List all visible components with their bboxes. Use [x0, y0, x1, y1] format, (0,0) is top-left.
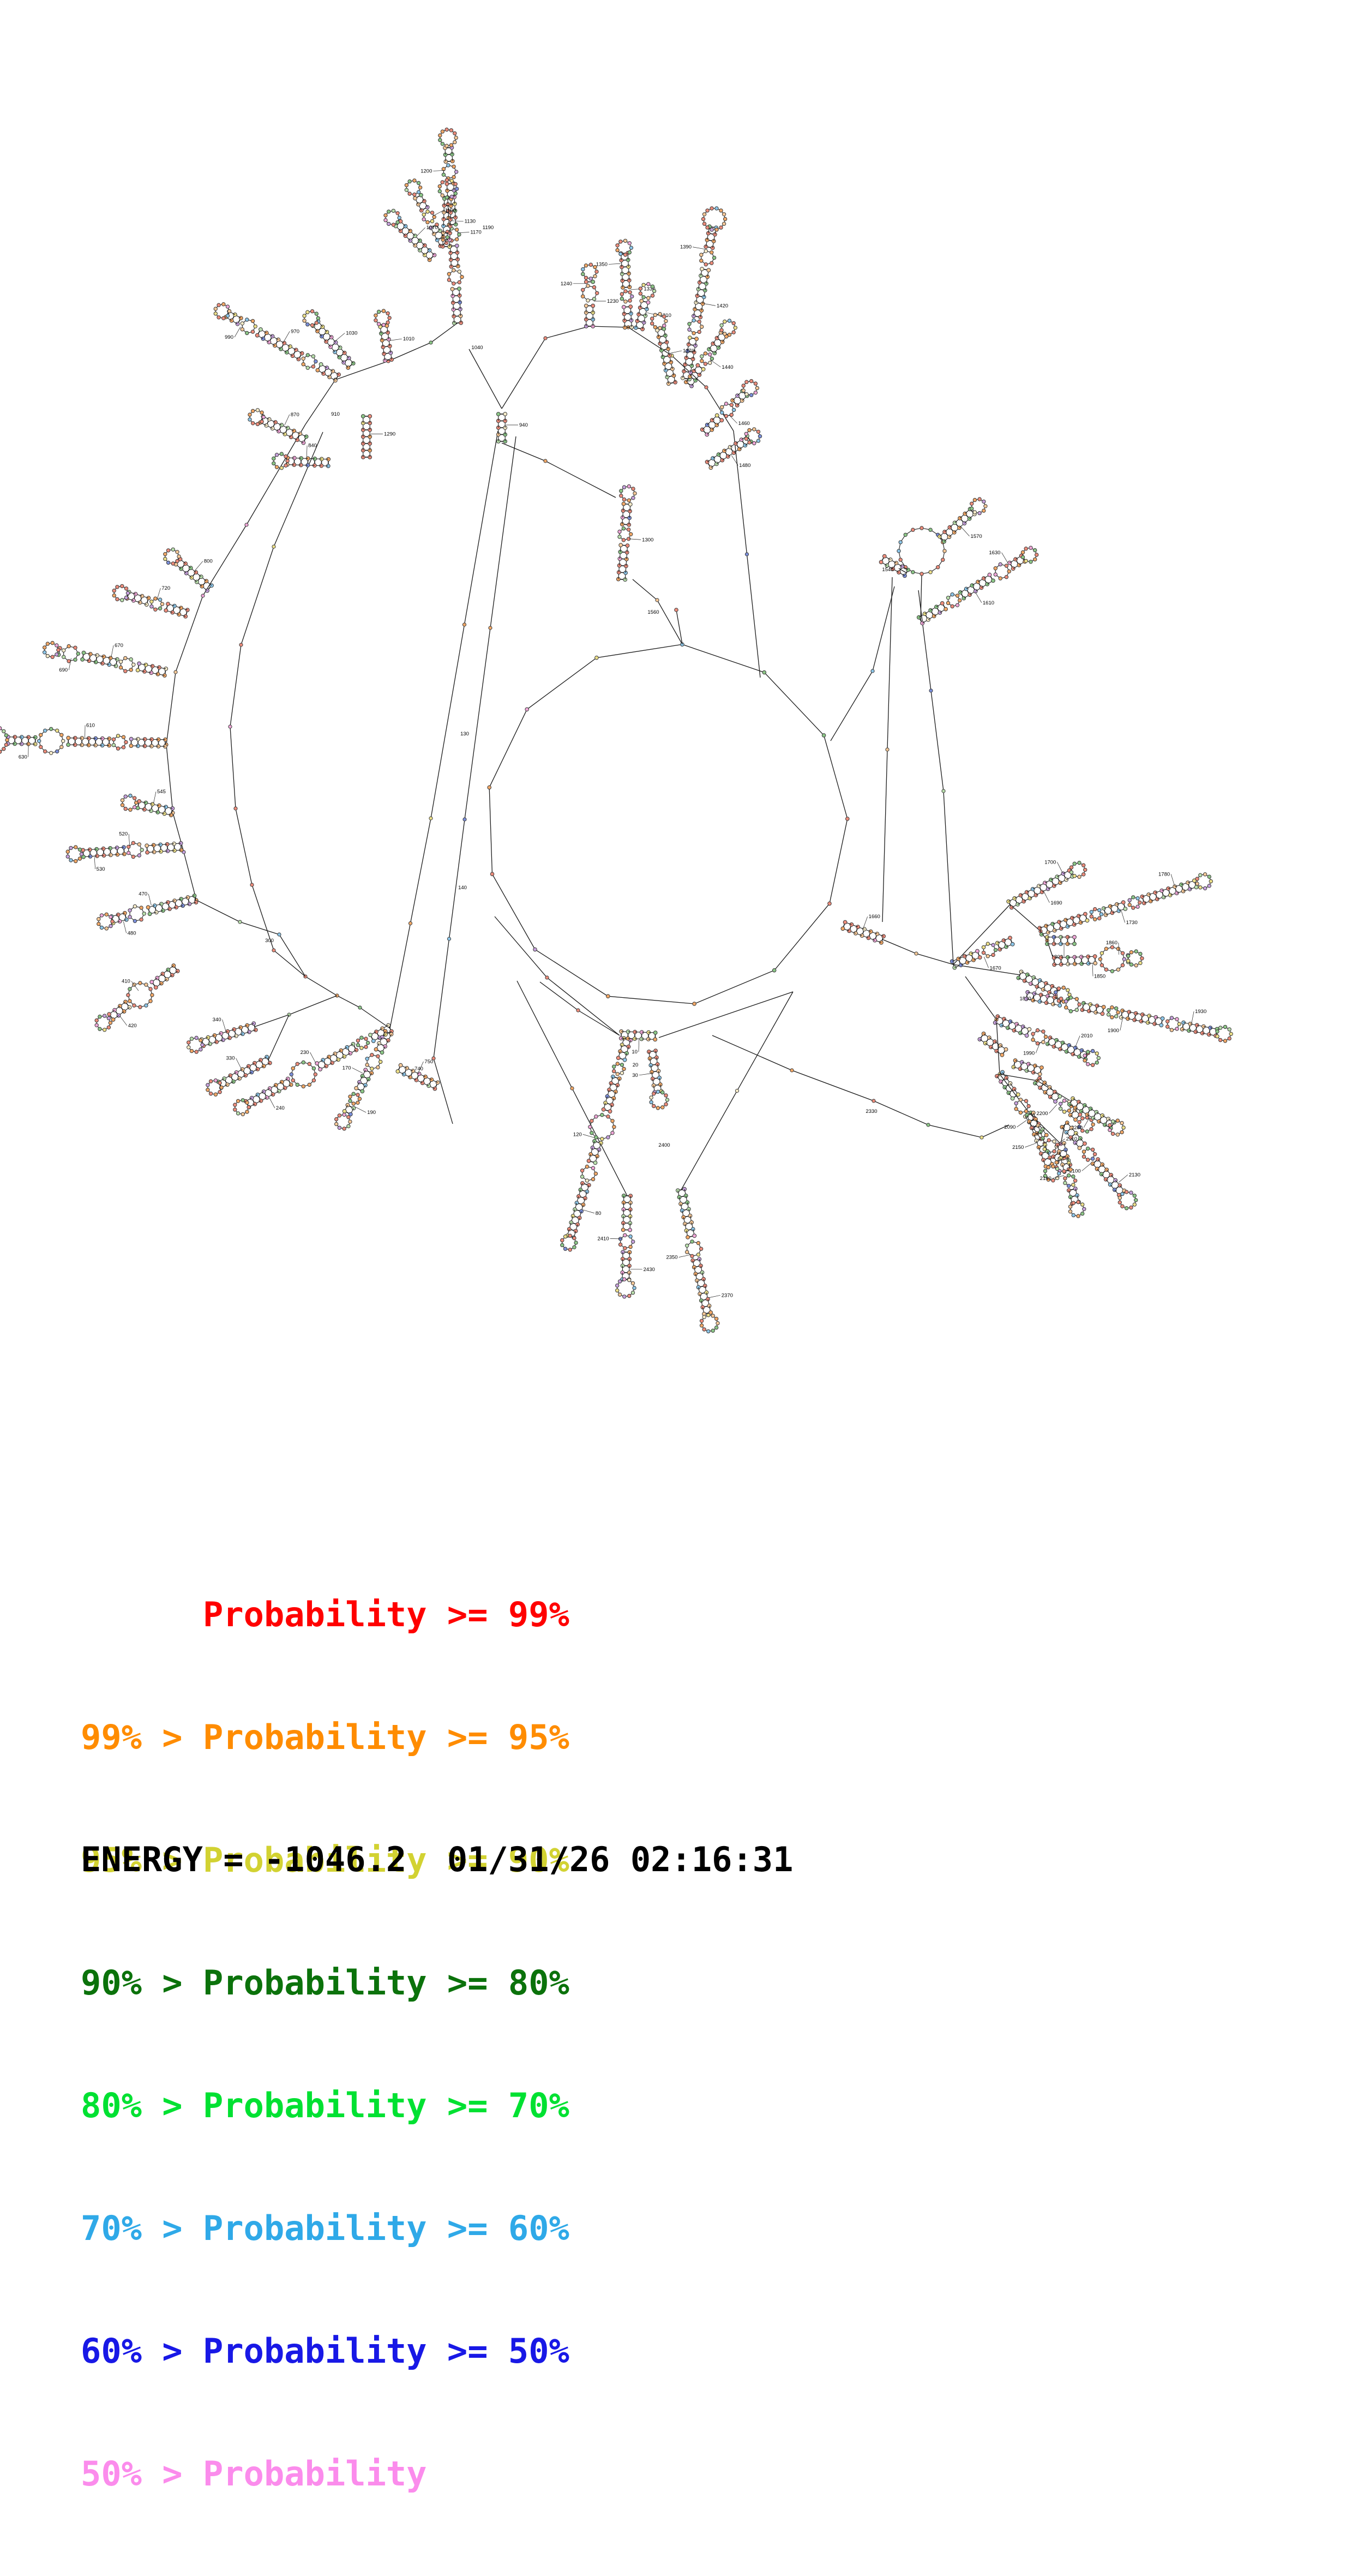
svg-text:1990: 1990 — [1023, 1051, 1035, 1057]
svg-text:840: 840 — [308, 443, 317, 449]
svg-text:610: 610 — [86, 722, 95, 728]
legend-line-p95: 99% > Probability >= 95% — [81, 1717, 569, 1758]
svg-text:230: 230 — [301, 1050, 309, 1056]
svg-text:1190: 1190 — [483, 225, 494, 231]
svg-text:1930: 1930 — [1195, 1009, 1206, 1015]
svg-text:80: 80 — [596, 1211, 602, 1217]
svg-text:480: 480 — [128, 930, 136, 936]
energy-readout: ENERGY = -1046.2 01/31/26 02:16:31 — [81, 1840, 793, 1879]
svg-text:140: 140 — [458, 885, 467, 891]
svg-text:1130: 1130 — [465, 219, 476, 225]
svg-text:2400: 2400 — [658, 1142, 670, 1148]
svg-text:1850: 1850 — [1094, 974, 1105, 980]
svg-text:30: 30 — [632, 1073, 638, 1079]
svg-text:1560: 1560 — [647, 609, 659, 615]
svg-text:630: 630 — [19, 754, 27, 760]
svg-text:2200: 2200 — [1036, 1111, 1048, 1117]
svg-text:720: 720 — [161, 585, 170, 591]
svg-text:1480: 1480 — [739, 463, 750, 469]
svg-text:10: 10 — [632, 1049, 638, 1055]
legend-line-p60: 70% > Probability >= 60% — [81, 2208, 569, 2249]
svg-text:330: 330 — [226, 1056, 235, 1062]
svg-text:1610: 1610 — [983, 600, 994, 606]
svg-text:940: 940 — [519, 422, 528, 428]
svg-text:1300: 1300 — [642, 537, 653, 543]
svg-text:2140: 2140 — [1040, 1176, 1051, 1182]
svg-text:1030: 1030 — [346, 330, 357, 336]
svg-text:120: 120 — [573, 1131, 582, 1137]
svg-text:1570: 1570 — [971, 534, 982, 540]
svg-text:690: 690 — [59, 667, 68, 673]
svg-text:1240: 1240 — [561, 281, 572, 287]
svg-text:300: 300 — [265, 938, 274, 944]
svg-text:1670: 1670 — [990, 965, 1001, 971]
svg-text:1010: 1010 — [403, 336, 414, 342]
svg-text:2150: 2150 — [1012, 1145, 1024, 1151]
svg-text:1630: 1630 — [989, 550, 1000, 556]
legend-line-p50: 60% > Probability >= 50% — [81, 2331, 569, 2371]
svg-text:1350: 1350 — [596, 261, 608, 267]
svg-text:420: 420 — [128, 1023, 137, 1029]
svg-text:670: 670 — [115, 643, 123, 649]
svg-text:2410: 2410 — [597, 1236, 609, 1242]
svg-text:130: 130 — [460, 731, 469, 737]
svg-text:1780: 1780 — [1158, 872, 1170, 878]
svg-text:2430: 2430 — [644, 1267, 655, 1273]
svg-text:800: 800 — [204, 559, 213, 565]
svg-text:190: 190 — [367, 1110, 376, 1116]
svg-text:2350: 2350 — [666, 1255, 677, 1261]
svg-text:990: 990 — [225, 334, 233, 340]
svg-text:1200: 1200 — [420, 168, 432, 174]
svg-text:170: 170 — [342, 1065, 351, 1071]
svg-text:2090: 2090 — [1004, 1124, 1015, 1130]
svg-text:1660: 1660 — [869, 914, 880, 920]
svg-text:545: 545 — [157, 789, 166, 795]
svg-text:2330: 2330 — [866, 1109, 877, 1115]
svg-text:1070: 1070 — [426, 225, 438, 231]
svg-text:750: 750 — [424, 1059, 433, 1065]
svg-text:2130: 2130 — [1129, 1172, 1140, 1178]
svg-text:1170: 1170 — [470, 230, 481, 236]
svg-text:1370: 1370 — [683, 348, 694, 354]
svg-text:1440: 1440 — [722, 364, 733, 370]
legend-line-below50: 50% > Probability — [81, 2453, 569, 2494]
legend-line-p99: Probability >= 99% — [81, 1594, 569, 1635]
svg-text:1230: 1230 — [607, 298, 618, 304]
svg-text:340: 340 — [213, 1017, 221, 1023]
probability-legend: Probability >= 99% 99% > Probability >= … — [81, 1512, 569, 2576]
svg-text:20: 20 — [633, 1062, 639, 1068]
svg-text:1860: 1860 — [1106, 940, 1117, 946]
svg-text:530: 530 — [97, 866, 105, 872]
svg-text:2370: 2370 — [722, 1292, 733, 1298]
svg-text:970: 970 — [291, 328, 299, 334]
svg-text:870: 870 — [291, 412, 299, 418]
legend-line-p70: 80% > Probability >= 70% — [81, 2085, 569, 2126]
svg-text:240: 240 — [276, 1105, 285, 1111]
svg-text:910: 910 — [331, 411, 340, 417]
svg-text:1540: 1540 — [882, 567, 893, 573]
legend-line-p80: 90% > Probability >= 80% — [81, 1962, 569, 2003]
svg-text:1900: 1900 — [1108, 1028, 1119, 1034]
svg-text:1690: 1690 — [1050, 900, 1062, 906]
svg-text:470: 470 — [139, 891, 147, 897]
svg-text:2010: 2010 — [1081, 1033, 1092, 1039]
svg-text:1040: 1040 — [471, 345, 483, 351]
svg-text:1730: 1730 — [1126, 920, 1138, 926]
svg-text:1290: 1290 — [384, 432, 395, 438]
svg-text:410: 410 — [122, 979, 130, 985]
svg-text:740: 740 — [414, 1066, 423, 1072]
svg-text:1420: 1420 — [717, 303, 728, 309]
svg-text:520: 520 — [119, 831, 128, 837]
rna-structure-diagram: 1170120011001130107097099010301010940870… — [0, 0, 1352, 1418]
svg-text:1700: 1700 — [1044, 859, 1056, 865]
svg-text:1390: 1390 — [680, 244, 692, 250]
svg-text:1460: 1460 — [738, 421, 750, 427]
